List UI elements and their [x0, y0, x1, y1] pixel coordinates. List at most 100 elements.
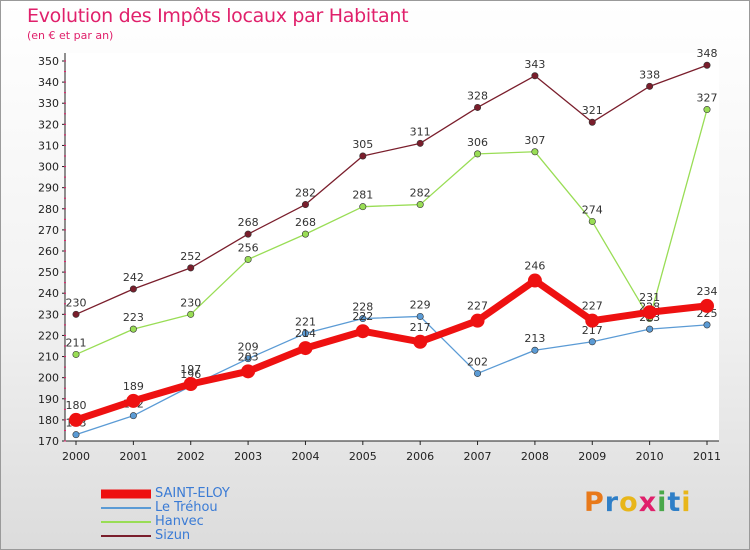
data-label: 214 — [295, 327, 316, 340]
data-label: 327 — [697, 92, 718, 105]
data-point — [703, 106, 711, 114]
data-label: 242 — [123, 271, 144, 284]
data-point — [588, 118, 596, 126]
data-point — [585, 313, 600, 328]
y-tick-label: 240 — [38, 287, 59, 300]
data-point — [244, 255, 252, 263]
data-label: 281 — [352, 189, 373, 202]
y-tick-label: 280 — [38, 203, 59, 216]
y-tick-label: 270 — [38, 224, 59, 237]
proxiti-logo: Proxiti — [584, 487, 692, 518]
x-tick-label: 2009 — [578, 450, 606, 463]
legend-label: SAINT-ELOY — [155, 486, 230, 501]
series-line-sizun — [75, 64, 708, 315]
data-point — [187, 264, 195, 272]
data-point — [359, 203, 367, 211]
data-label: 209 — [238, 341, 259, 354]
data-point — [69, 412, 83, 427]
data-point — [129, 325, 137, 333]
data-label: 306 — [467, 136, 488, 149]
data-label: 307 — [524, 134, 545, 147]
data-label: 230 — [180, 296, 201, 309]
data-point — [642, 305, 657, 320]
data-point — [126, 393, 141, 408]
series-line-le tréhou — [75, 315, 708, 436]
data-point — [359, 315, 367, 323]
data-point — [703, 321, 711, 329]
x-tick-label: 2002 — [177, 450, 205, 463]
x-tick-label: 2001 — [119, 450, 147, 463]
data-point — [244, 355, 252, 363]
data-label: 321 — [582, 104, 603, 117]
data-label: 338 — [639, 68, 660, 81]
data-label: 328 — [467, 89, 488, 102]
data-label: 211 — [66, 336, 87, 349]
data-point — [588, 338, 596, 346]
data-point — [129, 412, 137, 420]
data-label: 221 — [295, 315, 316, 328]
data-label: 180 — [66, 399, 87, 412]
data-point — [588, 217, 596, 225]
data-label: 222 — [352, 310, 373, 323]
y-tick-label: 340 — [38, 76, 59, 89]
y-tick-label: 230 — [38, 308, 59, 321]
y-tick-label: 300 — [38, 161, 59, 174]
data-label: 252 — [180, 250, 201, 263]
y-tick-label: 350 — [38, 55, 59, 68]
data-label: 230 — [66, 296, 87, 309]
y-tick-label: 310 — [38, 139, 59, 152]
data-label: 311 — [410, 125, 431, 138]
y-tick-label: 210 — [38, 351, 59, 364]
data-point — [241, 364, 256, 379]
data-label: 282 — [410, 187, 431, 200]
data-point — [72, 350, 80, 358]
data-label: 268 — [238, 216, 259, 229]
data-point — [703, 61, 711, 69]
x-tick-label: 2007 — [464, 450, 492, 463]
legend-label: Hanvec — [155, 514, 204, 529]
legend-label: Le Tréhou — [155, 500, 218, 515]
legend-swatch-hanvec — [101, 521, 151, 523]
data-point — [700, 298, 714, 313]
data-label: 231 — [639, 291, 660, 304]
data-point — [129, 285, 137, 293]
y-tick-label: 260 — [38, 245, 59, 258]
data-point — [72, 431, 80, 439]
logo-letter: o — [619, 487, 639, 518]
data-label: 282 — [295, 187, 316, 200]
data-point — [183, 377, 198, 391]
y-tick-label: 330 — [38, 97, 59, 110]
y-tick-label: 220 — [38, 329, 59, 342]
data-label: 348 — [697, 47, 718, 60]
data-point — [416, 312, 424, 320]
legend-label: Sizun — [155, 528, 191, 543]
data-point — [416, 201, 424, 209]
data-point — [531, 72, 539, 80]
x-tick-label: 2008 — [521, 450, 549, 463]
logo-letter: x — [638, 487, 658, 518]
data-label: 203 — [238, 350, 259, 363]
x-tick-label: 2004 — [291, 450, 319, 463]
data-label: 202 — [467, 355, 488, 368]
legend-item-hanvec: Hanvec — [101, 515, 230, 529]
data-point — [646, 325, 654, 333]
y-tick-label: 170 — [38, 435, 59, 448]
data-label: 217 — [410, 321, 431, 334]
data-point — [474, 369, 482, 377]
data-point — [527, 273, 542, 288]
logo-letter: i — [681, 487, 692, 518]
y-tick-label: 190 — [38, 393, 59, 406]
legend-item-saint-eloy: SAINT-ELOY — [101, 487, 230, 501]
x-tick-label: 2003 — [234, 450, 262, 463]
data-label: 217 — [582, 324, 603, 337]
chart-subtitle: (en € et par an) — [27, 29, 114, 42]
data-point — [470, 313, 485, 328]
data-label: 228 — [352, 301, 373, 314]
y-tick-label: 180 — [38, 414, 59, 427]
data-label: 274 — [582, 203, 603, 216]
x-tick-label: 2006 — [406, 450, 434, 463]
data-point — [531, 346, 539, 354]
logo-letter: P — [584, 487, 605, 518]
